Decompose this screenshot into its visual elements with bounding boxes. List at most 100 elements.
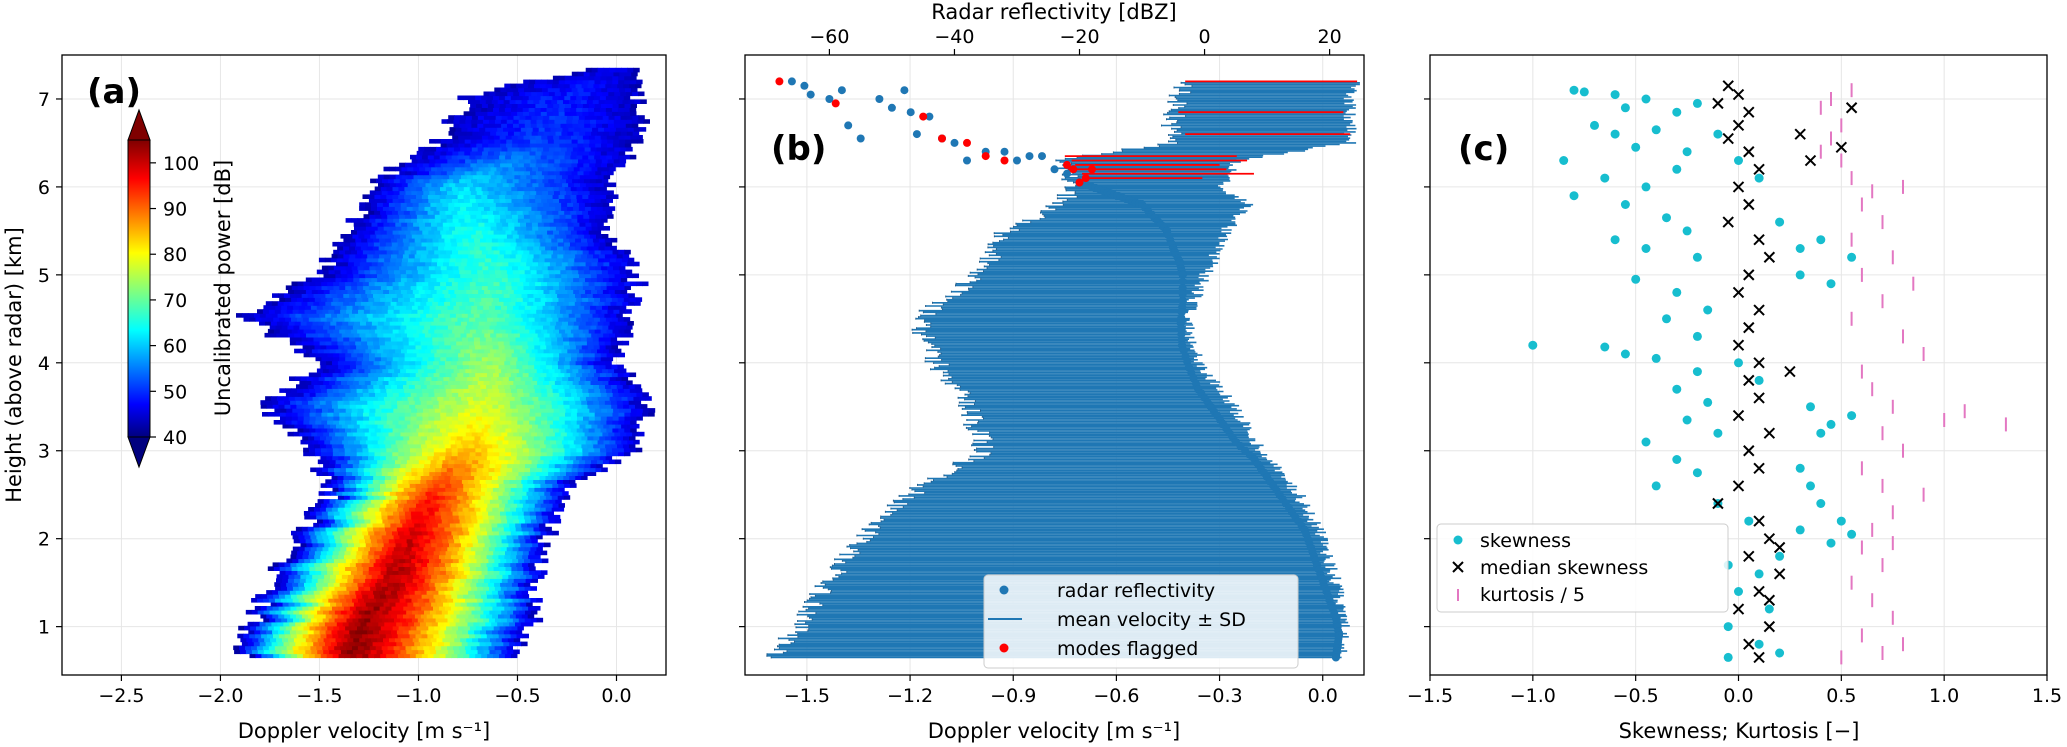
heatmap-cell (388, 578, 396, 583)
heatmap-cell (312, 332, 319, 338)
heatmap-cell (292, 586, 300, 591)
heatmap-cell (337, 301, 344, 306)
heatmap-cell (385, 590, 392, 595)
heatmap-cell (342, 621, 350, 627)
heatmap-cell (362, 550, 369, 556)
heatmap-cell (514, 602, 521, 607)
heatmap-cell (555, 332, 563, 338)
heatmap-cell (507, 380, 514, 385)
heatmap-cell (328, 368, 336, 374)
heatmap-cell (466, 538, 473, 544)
heatmap-cell (522, 503, 530, 508)
heatmap-cell (257, 598, 264, 603)
heatmap-cell (357, 645, 365, 651)
heatmap-cell (282, 637, 289, 643)
heatmap-cell (525, 348, 533, 354)
heatmap-cell (390, 340, 398, 346)
heatmap-cell (357, 352, 364, 358)
heatmap-cell (466, 439, 474, 445)
heatmap-cell (376, 463, 383, 469)
heatmap-cell (460, 499, 467, 504)
heatmap-cell (365, 637, 372, 643)
heatmap-cell (402, 526, 410, 532)
heatmap-cell (469, 653, 476, 659)
heatmap-cell (354, 313, 362, 318)
heatmap-cell (401, 423, 408, 429)
heatmap-cell (426, 629, 434, 635)
heatmap-cell (392, 392, 400, 397)
heatmap-cell (339, 558, 347, 564)
heatmap-cell (524, 586, 532, 591)
heatmap-cell (454, 332, 462, 338)
heatmap-cell (453, 617, 460, 623)
heatmap-cell (608, 289, 616, 294)
heatmap-cell (551, 443, 559, 449)
heatmap-cell (467, 313, 475, 318)
heatmap-cell (505, 427, 512, 433)
heatmap-cell (602, 459, 610, 465)
heatmap-cell (272, 562, 280, 567)
heatmap-cell (466, 574, 474, 579)
heatmap-cell (575, 455, 583, 461)
heatmap-cell (273, 412, 281, 417)
heatmap-cell (600, 352, 608, 358)
heatmap-cell (620, 332, 628, 338)
heatmap-cell (506, 534, 513, 540)
heatmap-cell (484, 574, 491, 579)
heatmap-cell (517, 285, 524, 290)
heatmap-cell (597, 332, 604, 338)
heatmap-cell (469, 447, 476, 453)
heatmap-cell (468, 629, 475, 635)
heatmap-cell (379, 443, 386, 449)
heatmap-cell (431, 602, 438, 607)
heatmap-cell (450, 360, 458, 366)
heatmap-cell (419, 439, 426, 445)
heatmap-cell (285, 625, 293, 631)
heatmap-cell (393, 514, 400, 520)
heatmap-cell (509, 336, 517, 342)
heatmap-cell (414, 590, 422, 595)
heatmap-cell (485, 641, 492, 647)
heatmap-cell (522, 594, 530, 599)
heatmap-cell (459, 305, 466, 310)
heatmap-cell (503, 629, 511, 635)
heatmap-cell (502, 321, 510, 326)
heatmap-cell (585, 277, 592, 283)
heatmap-cell (400, 518, 407, 524)
heatmap-cell (535, 511, 543, 516)
heatmap-cell (385, 400, 392, 405)
heatmap-cell (315, 511, 323, 516)
heatmap-cell (494, 467, 501, 473)
heatmap-cell (451, 451, 459, 457)
heatmap-cell (481, 392, 489, 397)
heatmap-cell (346, 586, 353, 591)
heatmap-cell (409, 455, 417, 461)
heatmap-cell (629, 372, 637, 378)
heatmap-cell (571, 408, 578, 413)
heatmap-cell (345, 420, 352, 425)
heatmap-cell (533, 301, 540, 306)
heatmap-cell (367, 562, 375, 567)
heatmap-cell (452, 514, 460, 520)
heatmap-cell (426, 336, 433, 342)
heatmap-cell (422, 420, 429, 425)
heatmap-cell (343, 613, 351, 619)
heatmap-cell (505, 447, 512, 453)
heatmap-cell (398, 447, 405, 453)
heatmap-cell (569, 364, 577, 370)
heatmap-cell (285, 566, 293, 571)
heatmap-cell (307, 629, 315, 635)
heatmap-cell (479, 301, 487, 306)
heatmap-cell (499, 451, 506, 457)
heatmap-cell (364, 325, 372, 330)
heatmap-cell (617, 404, 624, 409)
heatmap-cell (600, 412, 608, 417)
heatmap-cell (439, 455, 446, 461)
heatmap-cell (396, 629, 404, 635)
heatmap-cell (337, 495, 345, 500)
heatmap-cell (366, 621, 373, 627)
heatmap-cell (476, 392, 483, 397)
heatmap-cell (405, 514, 412, 520)
heatmap-cell (562, 301, 570, 306)
heatmap-cell (513, 380, 520, 385)
